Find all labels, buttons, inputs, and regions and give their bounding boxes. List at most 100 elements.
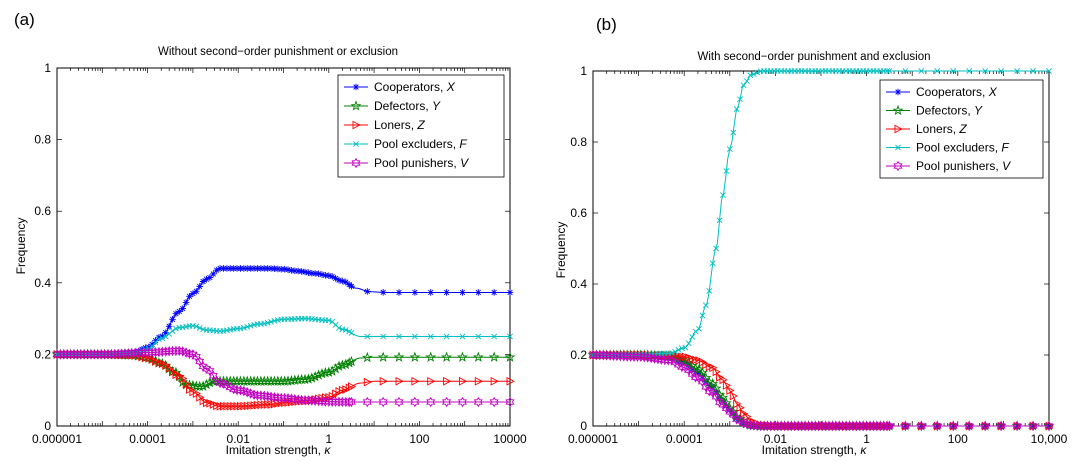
data-point [195,356,205,367]
data-point [159,332,166,340]
data-point [308,269,316,277]
x-tick-label: 0.000001 [568,432,618,446]
data-point [254,265,261,272]
x-axis-label: Imitation strength, κ [762,443,868,457]
data-point [319,366,331,378]
data-point [363,377,373,387]
data-point [298,268,305,275]
data-point [322,272,329,279]
data-point [256,390,266,401]
data-point [394,396,404,408]
data-point [201,378,212,390]
data-point [250,265,258,272]
legend-entry-text: Pool punishers, [916,159,1002,173]
data-point [733,106,740,112]
legend-entry-text: Defectors, [374,99,432,113]
data-point [426,396,436,408]
data-point [720,192,726,199]
data-point [311,270,319,277]
data-point [208,370,218,381]
y-tick-label: 0 [580,419,587,433]
data-point [427,289,435,296]
data-point [206,274,214,281]
data-point [148,341,156,348]
data-point [932,420,942,432]
data-point [646,352,656,364]
data-point [340,358,352,370]
data-point [185,348,195,360]
y-tick-label: 0.4 [570,277,587,291]
data-point [156,336,162,343]
data-point [1014,68,1020,74]
series-layer [51,265,516,411]
data-point [328,273,336,280]
data-point [488,351,500,362]
y-axis-label: Frequency [14,218,28,275]
data-point [490,289,498,296]
data-point [411,333,418,340]
legend-marker [894,88,902,96]
data-point [230,265,237,272]
data-point [165,323,173,330]
data-point [299,373,311,385]
data-point [257,265,265,272]
data-point [196,324,203,331]
chart-title: Without second−order punishment or exclu… [158,46,398,58]
legend-entry-symbol: Y [974,104,983,118]
data-point [314,395,324,407]
x-tick-label: 0.01 [227,432,251,446]
data-point [950,68,957,74]
data-point [707,378,719,389]
legend-entry: Pool excluders, F [916,141,1009,155]
data-point [902,68,909,74]
data-point [749,420,759,431]
data-point [259,390,269,401]
legend-entry-symbol: X [446,80,456,94]
data-point [884,420,894,432]
data-point [269,392,279,403]
data-point [240,265,248,272]
data-point [209,270,217,278]
data-point [884,68,891,74]
data-point [443,289,450,296]
data-point [443,333,450,340]
series-pool-punishers [588,349,1054,432]
data-point [685,340,692,347]
data-point [672,348,678,355]
data-point [966,68,973,74]
x-axis-label: Imitation strength, κ [226,443,332,457]
data-point [288,267,295,274]
data-point [505,396,515,408]
series-layer [587,68,1055,432]
x-axis-label-symbol: κ [860,443,867,457]
data-point [204,376,216,388]
legend-entry-text: Cooperators, [916,85,989,99]
data-point [425,351,437,362]
x-tick-label: 10000 [493,432,527,446]
data-point [918,68,925,74]
data-point [702,302,709,309]
data-point [747,72,754,79]
data-point [216,265,224,272]
legend-marker [893,160,903,172]
data-point [313,369,325,380]
data-point [305,269,312,277]
data-point [174,345,184,357]
axis-ticks: 0.000001 0.0001 0.01 1 100 10000 0 0.2 0.4 0.6 0.8… [32,61,527,446]
data-point [286,393,296,404]
data-point [339,277,346,285]
legend-entry: Defectors, Y [916,104,983,118]
data-point [364,288,371,295]
data-point [740,82,747,89]
data-point [336,324,342,331]
data-point [682,344,689,351]
data-point [459,289,466,296]
data-point [701,381,711,393]
data-point [362,396,372,408]
data-point [695,369,703,377]
data-point [1028,420,1038,432]
data-point [361,351,373,363]
data-point [346,396,356,408]
data-point [411,289,419,296]
y-tick-label: 0.6 [34,204,51,218]
